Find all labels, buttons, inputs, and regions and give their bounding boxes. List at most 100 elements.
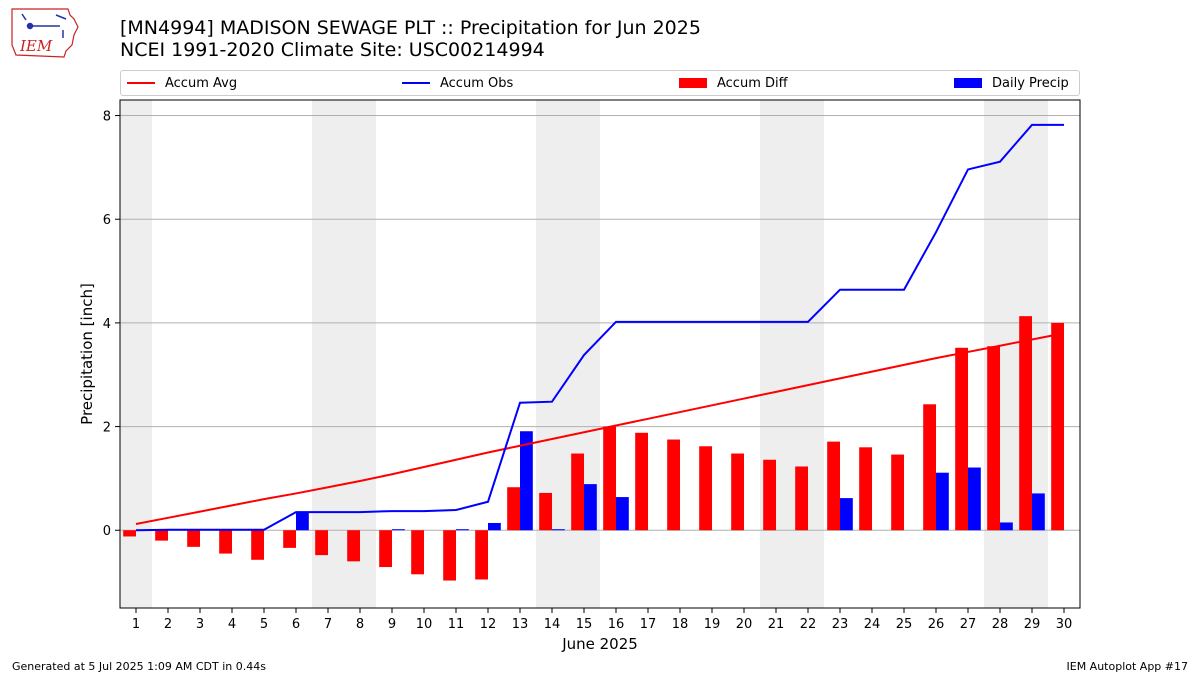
x-tick-label: 13	[512, 617, 529, 632]
x-axis-label: June 2025	[561, 635, 638, 653]
footer-generated-text: Generated at 5 Jul 2025 1:09 AM CDT in 0…	[12, 660, 266, 673]
y-tick-label: 6	[103, 213, 111, 228]
weekend-band	[536, 100, 568, 608]
accum-diff-bar	[763, 459, 776, 531]
daily-precip-bars	[296, 431, 1045, 531]
x-tick-label: 5	[260, 617, 268, 632]
daily-precip-bar	[1032, 493, 1045, 531]
chart-title: [MN4994] MADISON SEWAGE PLT :: Precipita…	[120, 17, 701, 39]
x-tick-label: 27	[960, 617, 977, 632]
legend-item-accum-obs: Accum Obs	[402, 71, 513, 95]
x-tick-label: 30	[1056, 617, 1073, 632]
x-tick-label: 7	[324, 617, 332, 632]
weekend-band	[760, 100, 792, 608]
x-tick-label: 20	[736, 617, 753, 632]
accum-diff-bar	[891, 454, 904, 531]
accum-diff-bar	[219, 530, 232, 554]
x-tick-label: 29	[1024, 617, 1041, 632]
x-tick-label: 17	[640, 617, 657, 632]
daily-precip-bar	[1000, 522, 1013, 531]
y-axis-label: Precipitation [inch]	[78, 283, 96, 425]
accum-diff-bar	[1051, 322, 1064, 531]
x-tick-label: 14	[544, 617, 561, 632]
accum-diff-bar	[411, 530, 424, 575]
x-tick-label: 15	[576, 617, 593, 632]
accum-diff-bar	[283, 530, 296, 548]
accum-diff-bar	[859, 447, 872, 531]
legend-label: Daily Precip	[992, 75, 1069, 91]
accum-diff-bar	[475, 530, 488, 580]
accum-diff-bars	[123, 316, 1064, 581]
x-tick-label: 16	[608, 617, 625, 632]
daily-precip-bar	[584, 484, 597, 531]
weather-symbols-icon	[21, 13, 67, 38]
daily-precip-bar	[552, 529, 565, 531]
accum-diff-bar	[699, 446, 712, 531]
daily-precip-bar	[840, 498, 853, 531]
accum-diff-bar	[379, 530, 392, 568]
x-tick-label: 11	[448, 617, 465, 632]
daily-precip-bar	[296, 512, 309, 531]
x-tick-label: 6	[292, 617, 300, 632]
accum-diff-bar	[315, 530, 328, 556]
iem-logo: IEM	[11, 8, 79, 58]
accum-diff-bar	[539, 492, 552, 531]
x-tick-label: 4	[228, 617, 236, 632]
accum-diff-bar	[795, 466, 808, 531]
y-tick-label: 4	[103, 317, 111, 332]
accum-diff-bar	[635, 432, 648, 531]
x-tick-label: 12	[480, 617, 497, 632]
accum-diff-bar	[123, 530, 136, 537]
legend-swatch-accum-diff	[679, 78, 707, 88]
daily-precip-bar	[936, 472, 949, 531]
accum-diff-bar	[347, 530, 360, 562]
x-tick-label: 19	[704, 617, 721, 632]
x-tick-label: 23	[832, 617, 849, 632]
x-tick-label: 22	[800, 617, 817, 632]
legend-label: Accum Avg	[165, 75, 238, 91]
chart-legend: Accum Avg Accum Obs Accum Diff Daily Pre…	[120, 70, 1080, 96]
accum-obs-line	[135, 123, 1064, 532]
accum-diff-bar	[667, 439, 680, 531]
x-tick-label: 24	[864, 617, 881, 632]
accum-diff-bar	[1019, 316, 1032, 531]
daily-precip-bar	[456, 529, 469, 531]
legend-item-accum-avg: Accum Avg	[127, 71, 237, 95]
legend-item-accum-diff: Accum Diff	[679, 71, 788, 95]
daily-precip-bar	[488, 522, 501, 531]
x-tick-label: 10	[416, 617, 433, 632]
daily-precip-bar	[520, 431, 533, 531]
y-tick-label: 8	[103, 110, 111, 125]
y-tick-label: 0	[103, 524, 111, 539]
x-tick-label: 3	[196, 617, 204, 632]
chart-subtitle: NCEI 1991-2020 Climate Site: USC00214994	[120, 39, 545, 61]
legend-swatch-daily-precip	[954, 78, 982, 88]
x-tick-label: 28	[992, 617, 1009, 632]
legend-label: Accum Diff	[717, 75, 788, 91]
accum-diff-bar	[571, 453, 584, 531]
gridlines-layer	[120, 115, 1080, 531]
legend-swatch-accum-avg	[127, 82, 155, 84]
y-tick-label: 2	[103, 421, 111, 436]
footer-app-text: IEM Autoplot App #17	[1066, 660, 1189, 673]
accum-diff-bar	[507, 487, 520, 531]
iowa-outline-icon	[11, 8, 79, 58]
plot-frame	[119, 99, 1081, 609]
logo-text: IEM	[19, 37, 53, 55]
accum-diff-bar	[731, 453, 744, 531]
accum-lines	[135, 123, 1065, 532]
daily-precip-bar	[616, 497, 629, 531]
legend-label: Accum Obs	[440, 75, 514, 91]
accum-avg-line	[135, 332, 1065, 526]
accum-diff-bar	[827, 441, 840, 531]
x-tick-label: 1	[132, 617, 140, 632]
weekend-band	[792, 100, 824, 608]
weekend-band	[312, 100, 344, 608]
weekend-band	[344, 100, 376, 608]
x-tick-label: 2	[164, 617, 172, 632]
x-tick-label: 9	[388, 617, 396, 632]
accum-diff-bar	[955, 347, 968, 531]
legend-swatch-accum-obs	[402, 82, 430, 84]
